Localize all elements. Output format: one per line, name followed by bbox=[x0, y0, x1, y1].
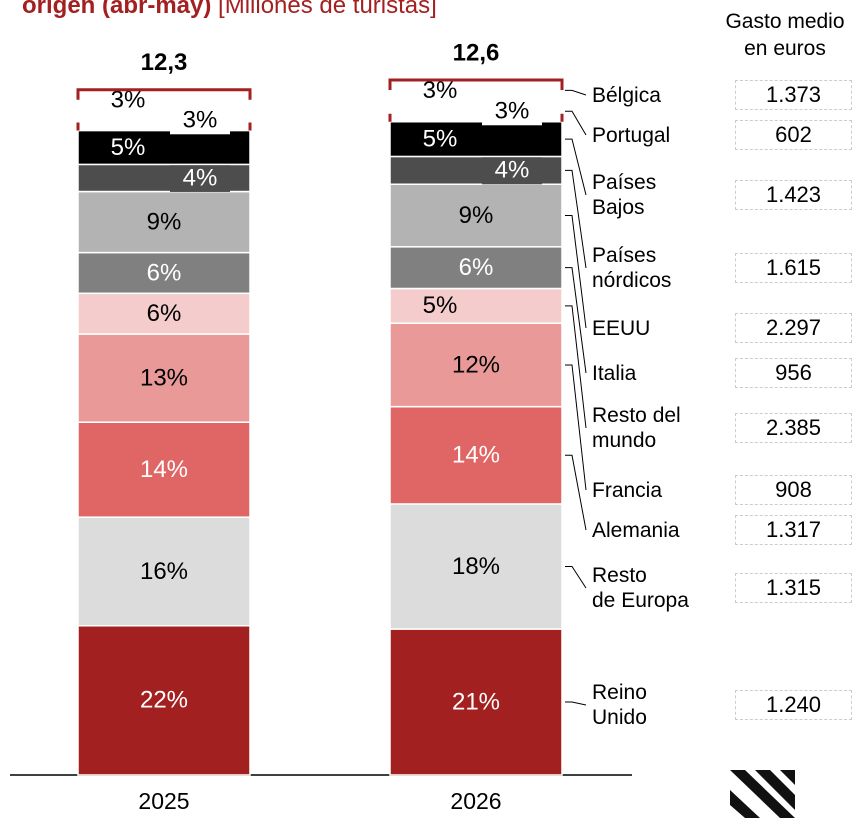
connector bbox=[565, 305, 587, 429]
spending-value: 2.297 bbox=[735, 313, 852, 343]
data-label: 14% bbox=[140, 456, 188, 483]
bar-segment bbox=[77, 292, 251, 335]
spending-value: 2.385 bbox=[735, 413, 852, 443]
spending-value: 1.317 bbox=[735, 515, 852, 545]
legend-label: Italia bbox=[592, 361, 637, 385]
label-box bbox=[170, 106, 230, 135]
connector bbox=[565, 138, 587, 196]
connector bbox=[565, 701, 587, 706]
chart-title: origen (abr-may) bbox=[22, 0, 212, 19]
bar-segment bbox=[389, 405, 563, 505]
data-label: 6% bbox=[459, 254, 494, 281]
x-tick-label: 2026 bbox=[450, 788, 501, 814]
label-box bbox=[482, 156, 542, 185]
spending-value: 1.315 bbox=[735, 573, 852, 603]
data-label: 9% bbox=[147, 208, 182, 235]
data-label: 3% bbox=[495, 98, 530, 125]
spending-value: 1.615 bbox=[735, 253, 852, 283]
bracket bbox=[388, 78, 564, 122]
logo bbox=[730, 770, 795, 818]
data-label: 13% bbox=[140, 364, 188, 391]
data-label: 9% bbox=[459, 202, 494, 229]
bar-segment bbox=[389, 183, 563, 248]
spending-value: 956 bbox=[735, 358, 852, 388]
data-label: 6% bbox=[147, 259, 182, 286]
data-label: 5% bbox=[423, 125, 458, 152]
bar-segment bbox=[389, 628, 563, 776]
connector bbox=[565, 169, 587, 269]
label-box bbox=[410, 125, 470, 154]
connector bbox=[565, 364, 587, 491]
bar-segment bbox=[389, 246, 563, 290]
total-label: 12,6 bbox=[453, 39, 500, 66]
legend-label: Países nórdicos bbox=[592, 244, 672, 292]
connector bbox=[565, 566, 587, 589]
bar-segment bbox=[77, 516, 251, 627]
connector bbox=[565, 454, 587, 531]
bar-segment bbox=[389, 322, 563, 408]
spending-value: 1.373 bbox=[735, 80, 852, 110]
spending-value: 1.240 bbox=[735, 690, 852, 720]
bracket bbox=[76, 88, 252, 131]
data-label: 22% bbox=[140, 687, 188, 714]
data-label: 12% bbox=[452, 351, 500, 378]
connector bbox=[565, 267, 587, 374]
legend-label: Resto de Europa bbox=[592, 564, 689, 612]
bar-segment bbox=[77, 333, 251, 423]
label-box bbox=[98, 133, 158, 162]
spending-value: 1.423 bbox=[735, 180, 852, 210]
bar-segment bbox=[77, 190, 251, 254]
spending-value: 908 bbox=[735, 475, 852, 505]
data-label: 5% bbox=[111, 134, 146, 161]
data-label: 18% bbox=[452, 553, 500, 580]
bar-segment bbox=[389, 503, 563, 630]
spending-title: Gasto medio en euros bbox=[725, 10, 845, 60]
data-label: 4% bbox=[495, 157, 530, 184]
legend-label: Países Bajos bbox=[592, 171, 657, 219]
legend-label: Resto del mundo bbox=[592, 404, 681, 452]
label-box bbox=[482, 97, 542, 126]
label-box bbox=[170, 163, 230, 192]
legend-label: EEUU bbox=[592, 316, 651, 340]
data-label: 16% bbox=[140, 558, 188, 585]
bar-segment bbox=[77, 251, 251, 295]
legend-label: Alemania bbox=[592, 518, 680, 542]
legend-label: Portugal bbox=[592, 123, 671, 147]
connector bbox=[565, 215, 587, 329]
spending-value: 602 bbox=[735, 120, 852, 150]
chart-subtitle: [Millones de turistas] bbox=[218, 0, 437, 19]
legend-label: Reino Unido bbox=[592, 681, 647, 729]
bar-segment bbox=[77, 624, 251, 776]
data-label: 14% bbox=[452, 442, 500, 469]
legend-label: Francia bbox=[592, 478, 663, 502]
data-label: 4% bbox=[183, 164, 218, 191]
connector bbox=[565, 89, 587, 96]
connector bbox=[565, 110, 587, 136]
data-label: 3% bbox=[183, 107, 218, 134]
data-label: 5% bbox=[423, 292, 458, 319]
data-label: 21% bbox=[452, 688, 500, 715]
total-label: 12,3 bbox=[141, 49, 188, 76]
label-box bbox=[410, 291, 470, 320]
data-label: 6% bbox=[147, 300, 182, 327]
bar-segment bbox=[77, 421, 251, 518]
legend-label: Bélgica bbox=[592, 83, 661, 107]
x-tick-label: 2025 bbox=[138, 788, 189, 814]
title-row: origen (abr-may) [Millones de turistas] bbox=[22, 0, 437, 20]
